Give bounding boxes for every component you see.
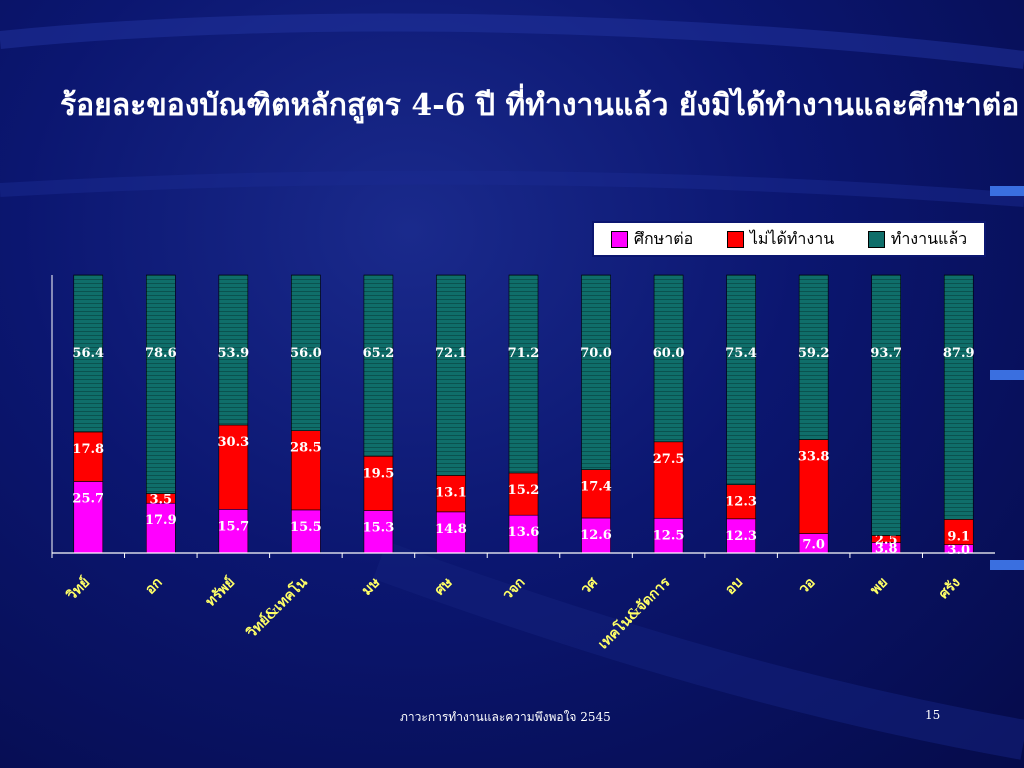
data-label-study-2: 15.7 <box>218 519 250 534</box>
data-label-study-10: 7.0 <box>802 537 825 552</box>
x-tick-label-9: อบ <box>722 574 746 598</box>
chart-legend: ศึกษาต่อ ไม่ได้ทำงาน ทำงานแล้ว <box>592 221 986 257</box>
swoosh-mid <box>0 170 1024 207</box>
legend-swatch-employed <box>867 230 885 248</box>
bar-employed-9 <box>726 274 756 485</box>
x-tick-label-2: ทรัพย์ <box>202 574 238 610</box>
data-label-unemployed-11: 2.5 <box>875 533 898 548</box>
data-label-employed-9: 75.4 <box>725 346 757 361</box>
data-label-study-3: 15.5 <box>290 520 322 535</box>
x-tick-label-5: ศษ <box>432 575 456 599</box>
bar-unemployed-5 <box>436 475 466 513</box>
legend-item-study: ศึกษาต่อ <box>610 227 694 252</box>
x-tick-label-4: มษ <box>359 575 383 599</box>
data-label-study-1: 17.9 <box>145 513 177 528</box>
legend-swatch-unemployed <box>726 230 744 248</box>
data-label-employed-6: 71.2 <box>508 346 540 361</box>
x-tick-label-7: วศ <box>578 574 602 598</box>
data-label-unemployed-10: 33.8 <box>798 450 830 465</box>
bar-employed-2 <box>218 274 249 426</box>
data-label-employed-10: 59.2 <box>798 346 830 361</box>
bar-unemployed-9 <box>726 484 756 520</box>
x-tick-label-12: ศรัง <box>936 574 964 602</box>
bar-employed-1 <box>146 274 176 494</box>
swoosh-bottom <box>373 541 1024 760</box>
x-tick-label-3: วิทย์&เทคโน <box>242 573 311 642</box>
bar-unemployed-6 <box>508 472 539 516</box>
bar-study-5 <box>436 511 466 554</box>
legend-item-employed: ทำงานแล้ว <box>867 227 968 252</box>
legend-swatch-study <box>610 230 628 248</box>
legend-label-unemployed: ไม่ได้ทำงาน <box>749 228 835 248</box>
data-label-unemployed-7: 17.4 <box>580 480 612 495</box>
data-label-study-8: 12.5 <box>653 528 685 543</box>
data-label-study-4: 15.3 <box>363 520 395 535</box>
edge-tab-2 <box>990 370 1024 380</box>
bar-employed-5 <box>436 274 466 476</box>
data-label-unemployed-2: 30.3 <box>218 435 250 450</box>
data-label-study-9: 12.3 <box>725 529 757 544</box>
data-label-employed-12: 87.9 <box>943 346 975 361</box>
bar-unemployed-2 <box>218 424 249 510</box>
x-tick-label-8: เทคโน&จัดการ <box>594 573 674 653</box>
data-label-study-6: 13.6 <box>508 525 540 540</box>
bar-unemployed-4 <box>363 455 394 511</box>
data-label-employed-0: 56.4 <box>72 346 104 361</box>
x-tick-label-1: อก <box>142 575 165 598</box>
bar-employed-4 <box>363 274 394 457</box>
bar-employed-11 <box>871 274 901 536</box>
data-label-employed-11: 93.7 <box>870 346 902 361</box>
data-label-employed-8: 60.0 <box>653 346 685 361</box>
x-tick-label-6: วจก <box>500 575 529 604</box>
data-label-study-0: 25.7 <box>72 491 104 506</box>
x-tick-label-11: พย <box>867 575 891 599</box>
bar-unemployed-7 <box>581 469 611 519</box>
data-label-employed-3: 56.0 <box>290 346 322 361</box>
data-label-unemployed-3: 28.5 <box>290 441 322 456</box>
bar-study-2 <box>218 509 249 554</box>
bar-unemployed-3 <box>291 430 321 511</box>
data-label-unemployed-5: 13.1 <box>435 485 467 500</box>
x-tick-label-0: วิทย์ <box>62 574 93 605</box>
data-label-unemployed-12: 9.1 <box>947 529 970 544</box>
bar-employed-7 <box>581 274 611 470</box>
page-number: 15 <box>925 708 941 722</box>
bar-study-0 <box>73 481 104 554</box>
data-label-study-7: 12.6 <box>580 528 612 543</box>
data-label-study-12: 3.0 <box>947 543 970 558</box>
bar-employed-10 <box>798 274 829 440</box>
legend-label-employed: ทำงานแล้ว <box>890 228 968 248</box>
bar-employed-3 <box>291 274 321 431</box>
footer-text: ภาวะการทำงานและความพึงพอใจ 2545 <box>400 710 611 724</box>
data-label-unemployed-4: 19.5 <box>363 466 395 481</box>
x-tick-label-10: วอ <box>796 575 819 598</box>
bar-employed-0 <box>73 274 104 433</box>
bar-employed-12 <box>943 274 974 520</box>
data-label-employed-2: 53.9 <box>218 346 250 361</box>
bar-employed-6 <box>508 274 539 474</box>
slide-title: ร้อยละของบัณฑิตหลักสูตร 4-6 ปี ที่ทำงานแ… <box>60 88 1020 123</box>
swoosh-top <box>0 13 1024 69</box>
bar-study-3 <box>291 509 321 554</box>
data-label-unemployed-8: 27.5 <box>653 452 685 467</box>
data-label-unemployed-6: 15.2 <box>508 483 540 498</box>
data-label-employed-5: 72.1 <box>435 346 467 361</box>
bar-study-1 <box>146 502 176 554</box>
bar-employed-8 <box>653 274 684 443</box>
bar-study-7 <box>581 517 611 554</box>
data-label-unemployed-0: 17.8 <box>72 442 104 457</box>
data-label-unemployed-9: 12.3 <box>725 495 757 510</box>
edge-tab-1 <box>990 186 1024 196</box>
bar-study-9 <box>726 518 756 554</box>
legend-label-study: ศึกษาต่อ <box>633 228 694 248</box>
legend-item-unemployed: ไม่ได้ทำงาน <box>726 227 835 252</box>
data-label-study-5: 14.8 <box>435 522 467 537</box>
data-label-employed-1: 78.6 <box>145 346 177 361</box>
data-label-unemployed-1: 3.5 <box>149 492 172 507</box>
data-label-employed-4: 65.2 <box>363 346 395 361</box>
data-label-employed-7: 70.0 <box>580 346 612 361</box>
edge-tab-3 <box>990 560 1024 570</box>
